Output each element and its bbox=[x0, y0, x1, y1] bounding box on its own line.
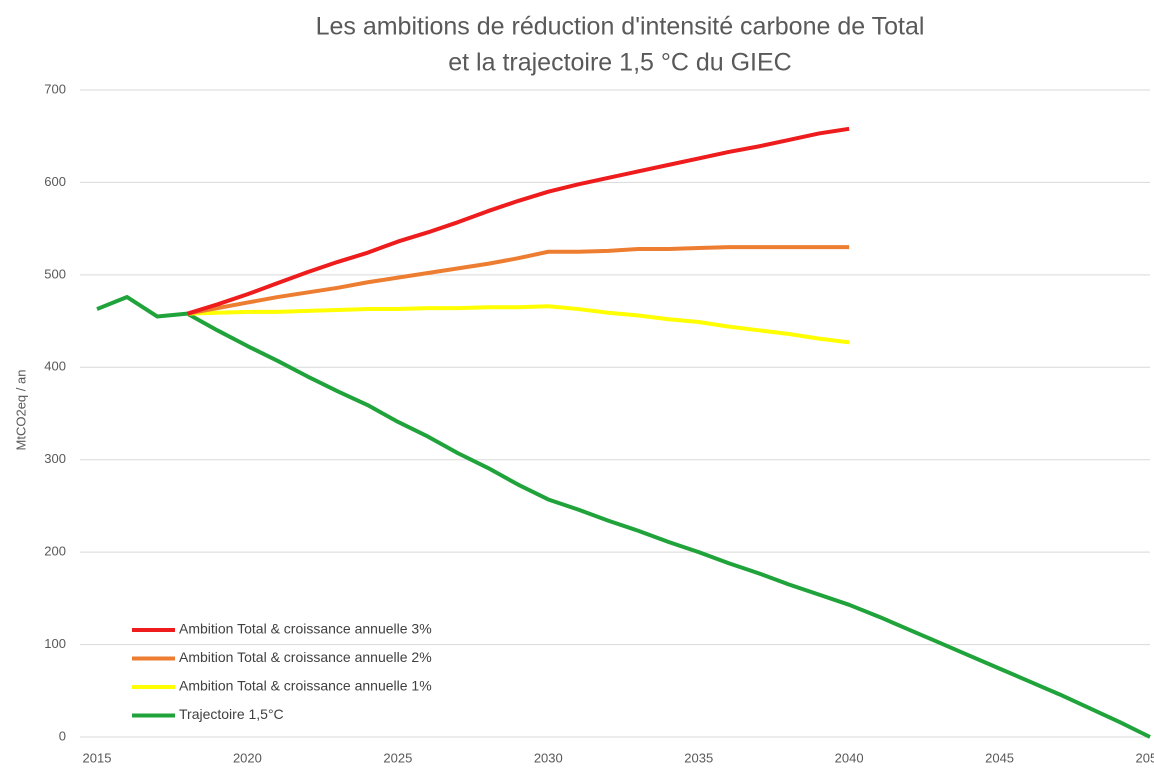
y-tick-label: 600 bbox=[44, 174, 66, 189]
y-tick-label: 0 bbox=[59, 728, 66, 743]
series-line bbox=[186, 245, 850, 316]
series-line bbox=[186, 126, 850, 316]
x-tick-label: 2050 bbox=[1136, 750, 1154, 765]
y-tick-label: 300 bbox=[44, 451, 66, 466]
chart-title: Les ambitions de réduction d'intensité c… bbox=[316, 13, 925, 41]
x-tick-label: 2025 bbox=[383, 750, 412, 765]
x-tick-label: 2045 bbox=[985, 750, 1014, 765]
chart-title: et la trajectoire 1,5 °C du GIEC bbox=[448, 49, 791, 77]
legend-label: Ambition Total & croissance annuelle 3% bbox=[179, 621, 432, 637]
series-line bbox=[96, 295, 1151, 739]
x-tick-label: 2015 bbox=[83, 750, 112, 765]
legend-label: Ambition Total & croissance annuelle 1% bbox=[179, 678, 432, 694]
y-tick-label: 500 bbox=[44, 266, 66, 281]
x-tick-label: 2040 bbox=[835, 750, 864, 765]
x-tick-label: 2030 bbox=[534, 750, 563, 765]
series-line bbox=[187, 304, 850, 345]
y-axis-label: MtCO2eq / an bbox=[13, 370, 28, 451]
y-tick-label: 700 bbox=[44, 81, 66, 96]
y-tick-label: 400 bbox=[44, 359, 66, 374]
y-tick-label: 100 bbox=[44, 636, 66, 651]
x-tick-label: 2020 bbox=[233, 750, 262, 765]
y-tick-label: 200 bbox=[44, 544, 66, 559]
x-tick-label: 2035 bbox=[684, 750, 713, 765]
legend-label: Ambition Total & croissance annuelle 2% bbox=[179, 649, 432, 665]
legend-label: Trajectoire 1,5°C bbox=[179, 706, 284, 722]
